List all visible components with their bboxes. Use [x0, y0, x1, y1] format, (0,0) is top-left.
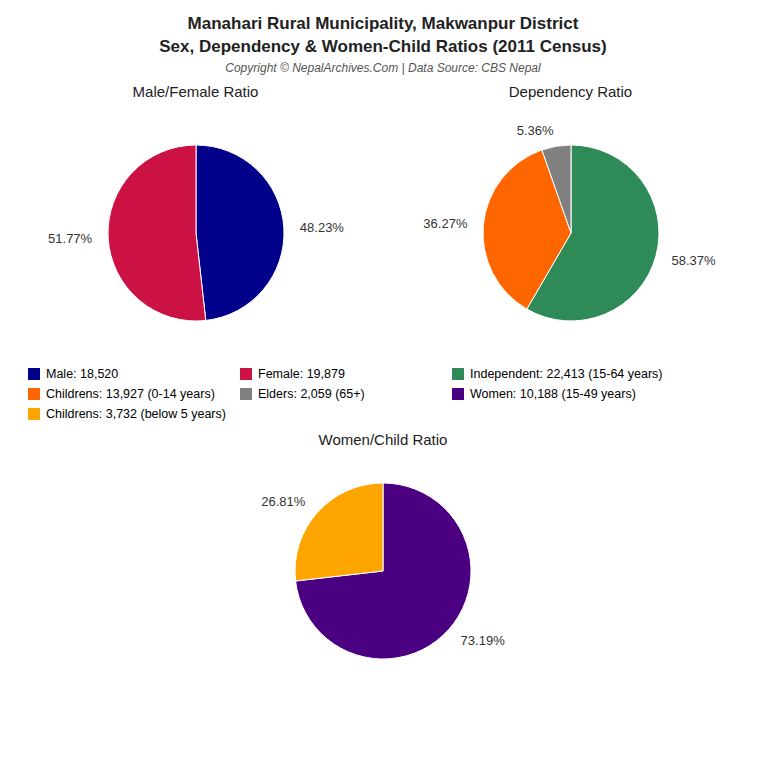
- html-text:Elders: 2,059 (65+): Elders: 2,059 (65+): [258, 387, 365, 401]
- svg-text:36.27%: 36.27%: [423, 216, 468, 231]
- html-text:Women/Child Ratio: Women/Child Ratio: [318, 431, 448, 448]
- svg-text:48.23%: 48.23%: [299, 220, 344, 235]
- html-text:Childrens: 3,732 (below 5 year: Childrens: 3,732 (below 5 years): [46, 407, 226, 421]
- html-text:Sex, Dependency & Women-Child: Sex, Dependency & Women-Child Ratios (20…: [159, 37, 607, 56]
- html-text:Female: 19,879: Female: 19,879: [258, 367, 345, 381]
- svg-text:73.19%: 73.19%: [461, 633, 506, 648]
- svg-text:26.81%: 26.81%: [261, 494, 306, 509]
- html-text:Independent: 22,413 (15-64 yea: Independent: 22,413 (15-64 years): [470, 367, 663, 381]
- html-text:Dependency Ratio: Dependency Ratio: [508, 83, 633, 100]
- svg-text:5.36%: 5.36%: [516, 123, 553, 138]
- html-text:Copyright © NepalArchives.Com: Copyright © NepalArchives.Com | Data Sou…: [225, 61, 541, 75]
- html-text:Women: 10,188 (15-49 years): Women: 10,188 (15-49 years): [470, 387, 636, 401]
- html-text:Male/Female Ratio: Male/Female Ratio: [132, 83, 259, 100]
- svg-text:58.37%: 58.37%: [671, 253, 716, 268]
- html-text:Manahari Rural Municipality, M: Manahari Rural Municipality, Makwanpur D…: [187, 14, 579, 33]
- html-text:Childrens: 13,927 (0-14 years): Childrens: 13,927 (0-14 years): [46, 387, 215, 401]
- html-text:Male: 18,520: Male: 18,520: [46, 367, 119, 381]
- svg-text:51.77%: 51.77%: [48, 231, 93, 246]
